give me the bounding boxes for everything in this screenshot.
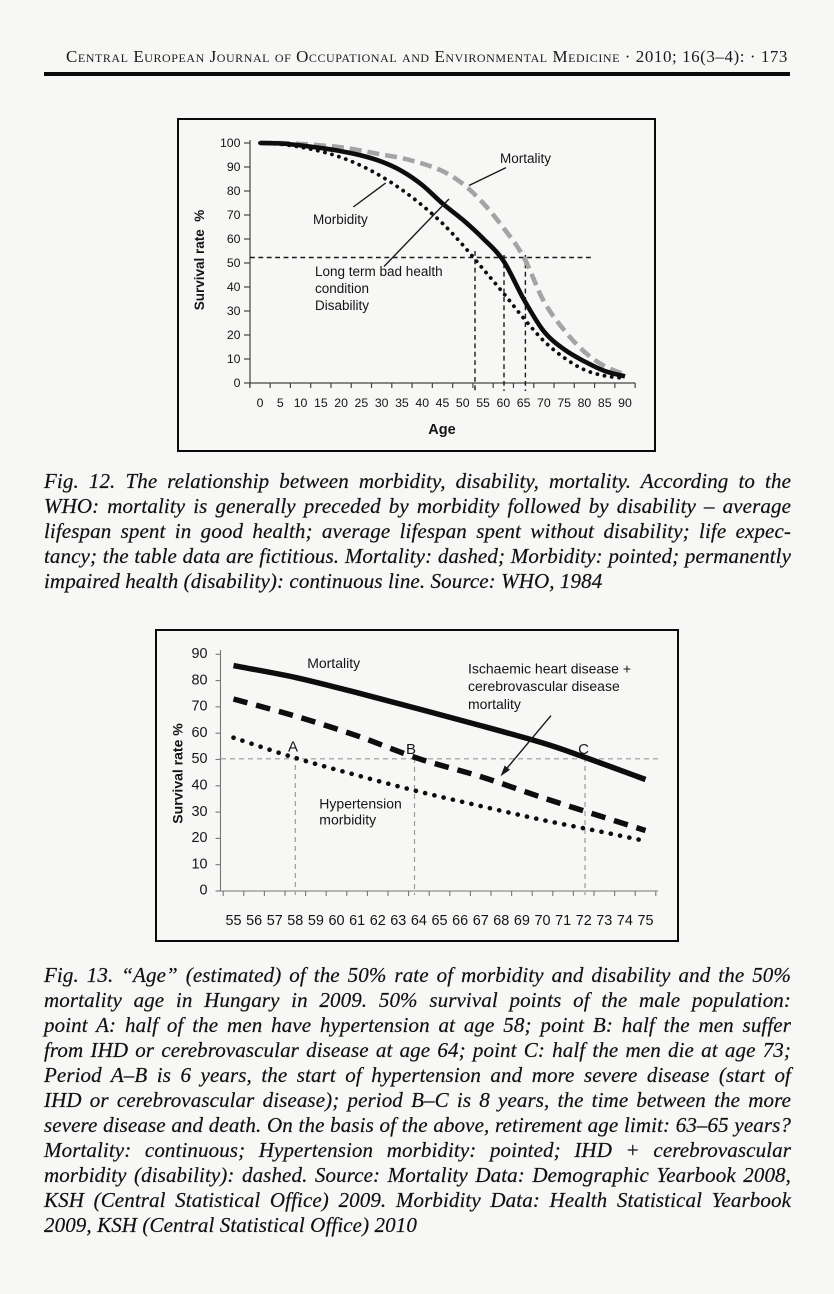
svg-text:15: 15 bbox=[314, 396, 328, 410]
svg-text:55: 55 bbox=[225, 913, 241, 929]
svg-text:58: 58 bbox=[287, 913, 303, 929]
svg-text:70: 70 bbox=[537, 396, 551, 410]
svg-text:Morbidity: Morbidity bbox=[313, 212, 368, 227]
svg-text:Survival rate %: Survival rate % bbox=[192, 210, 207, 311]
svg-text:20: 20 bbox=[334, 396, 348, 410]
svg-text:10: 10 bbox=[191, 856, 207, 872]
svg-text:Mortality: Mortality bbox=[500, 151, 551, 166]
svg-text:0: 0 bbox=[199, 883, 207, 899]
svg-text:90: 90 bbox=[618, 396, 632, 410]
svg-text:85: 85 bbox=[598, 396, 612, 410]
svg-text:62: 62 bbox=[370, 913, 386, 929]
svg-text:56: 56 bbox=[246, 913, 262, 929]
svg-text:65: 65 bbox=[517, 396, 531, 410]
svg-text:90: 90 bbox=[227, 160, 241, 174]
svg-text:condition: condition bbox=[315, 281, 369, 296]
svg-text:68: 68 bbox=[493, 913, 509, 929]
svg-text:80: 80 bbox=[191, 672, 207, 688]
svg-text:Long term bad health: Long term bad health bbox=[315, 264, 443, 279]
svg-text:60: 60 bbox=[328, 913, 344, 929]
svg-text:C: C bbox=[578, 741, 589, 758]
svg-text:25: 25 bbox=[355, 396, 369, 410]
svg-text:69: 69 bbox=[514, 913, 530, 929]
svg-text:100: 100 bbox=[220, 136, 241, 150]
svg-text:80: 80 bbox=[578, 396, 592, 410]
svg-text:Mortality: Mortality bbox=[307, 655, 360, 671]
svg-text:20: 20 bbox=[191, 830, 207, 846]
svg-text:Disability: Disability bbox=[315, 298, 369, 313]
svg-text:40: 40 bbox=[227, 280, 241, 294]
svg-text:mortality: mortality bbox=[468, 696, 521, 712]
svg-text:80: 80 bbox=[227, 184, 241, 198]
svg-text:66: 66 bbox=[452, 913, 468, 929]
svg-text:60: 60 bbox=[227, 232, 241, 246]
svg-text:50: 50 bbox=[191, 751, 207, 767]
svg-text:Hypertension: Hypertension bbox=[319, 795, 402, 811]
svg-text:75: 75 bbox=[637, 913, 653, 929]
svg-text:45: 45 bbox=[436, 396, 450, 410]
svg-text:57: 57 bbox=[267, 913, 283, 929]
svg-text:74: 74 bbox=[617, 913, 633, 929]
svg-text:0: 0 bbox=[234, 376, 241, 390]
svg-text:Age: Age bbox=[428, 422, 455, 438]
svg-text:67: 67 bbox=[473, 913, 489, 929]
svg-text:64: 64 bbox=[411, 913, 427, 929]
svg-text:B: B bbox=[406, 741, 416, 758]
svg-text:70: 70 bbox=[227, 208, 241, 222]
svg-text:35: 35 bbox=[395, 396, 409, 410]
svg-text:10: 10 bbox=[294, 396, 308, 410]
svg-text:30: 30 bbox=[227, 304, 241, 318]
svg-text:75: 75 bbox=[557, 396, 571, 410]
svg-text:61: 61 bbox=[349, 913, 365, 929]
svg-text:30: 30 bbox=[191, 804, 207, 820]
svg-text:Ischaemic heart disease +: Ischaemic heart disease + bbox=[468, 661, 631, 677]
svg-text:71: 71 bbox=[555, 913, 571, 929]
svg-text:63: 63 bbox=[390, 913, 406, 929]
svg-text:65: 65 bbox=[431, 913, 447, 929]
svg-text:55: 55 bbox=[476, 396, 490, 410]
svg-text:0: 0 bbox=[257, 396, 264, 410]
svg-text:30: 30 bbox=[375, 396, 389, 410]
svg-text:50: 50 bbox=[227, 256, 241, 270]
svg-text:morbidity: morbidity bbox=[319, 811, 376, 827]
svg-text:10: 10 bbox=[227, 352, 241, 366]
svg-text:cerebrovascular disease: cerebrovascular disease bbox=[468, 678, 620, 694]
svg-text:60: 60 bbox=[496, 396, 510, 410]
svg-text:A: A bbox=[288, 739, 298, 756]
svg-text:73: 73 bbox=[596, 913, 612, 929]
svg-text:5: 5 bbox=[277, 396, 284, 410]
svg-text:20: 20 bbox=[227, 328, 241, 342]
svg-text:40: 40 bbox=[191, 778, 207, 794]
svg-text:72: 72 bbox=[576, 913, 592, 929]
svg-text:59: 59 bbox=[308, 913, 324, 929]
svg-text:90: 90 bbox=[191, 646, 207, 662]
svg-text:50: 50 bbox=[456, 396, 470, 410]
svg-text:60: 60 bbox=[191, 725, 207, 741]
svg-text:Survival rate %: Survival rate % bbox=[170, 723, 186, 824]
svg-text:70: 70 bbox=[191, 699, 207, 715]
svg-text:40: 40 bbox=[415, 396, 429, 410]
svg-text:70: 70 bbox=[534, 913, 550, 929]
